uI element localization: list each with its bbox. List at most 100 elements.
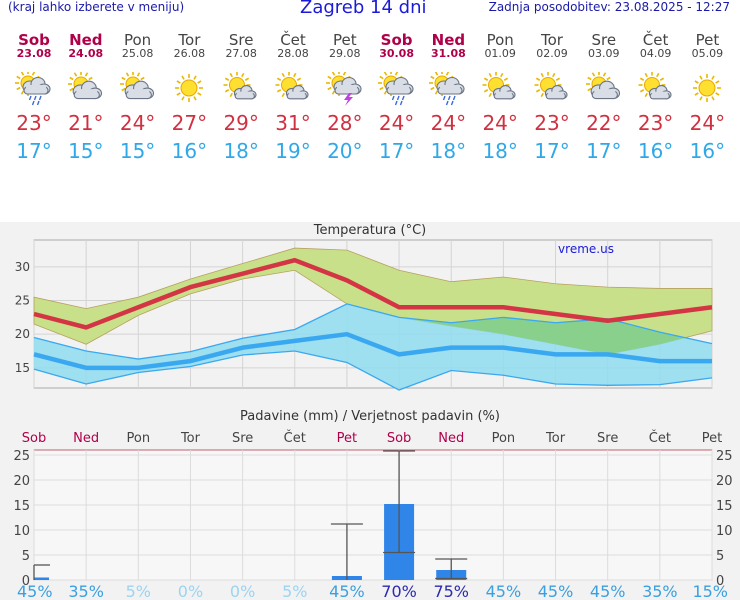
day-column: Tor 26.08 27° 16° bbox=[163, 32, 215, 162]
day-date: 02.09 bbox=[536, 47, 568, 60]
day-name: Sob bbox=[18, 31, 50, 49]
min-temperature: 15° bbox=[68, 139, 104, 163]
day-name: Pet bbox=[695, 31, 720, 49]
day-date: 23.08 bbox=[16, 47, 52, 60]
max-temperature: 23° bbox=[16, 111, 52, 135]
precipitation-probability-label: 70% bbox=[381, 582, 417, 600]
min-temperature: 20° bbox=[327, 139, 363, 163]
sun-cloud-rain-icon bbox=[429, 72, 465, 106]
precipitation-y-tick-right: 20 bbox=[716, 474, 733, 489]
day-name: Pet bbox=[332, 31, 357, 49]
temperature-y-tick: 25 bbox=[15, 294, 30, 308]
min-temperature: 16° bbox=[171, 139, 208, 163]
precipitation-day-label: Ned bbox=[438, 431, 464, 446]
min-temperature: 17° bbox=[534, 139, 570, 163]
day-column: Sre 03.09 22° 17° bbox=[578, 32, 630, 162]
max-temperature: 28° bbox=[327, 111, 363, 135]
last-updated: Zadnja posodobitev: 23.08.2025 - 12:27 bbox=[488, 0, 730, 14]
day-name: Sob bbox=[380, 31, 413, 49]
sun-icon bbox=[175, 74, 204, 102]
sun-cloud-icon bbox=[585, 72, 620, 100]
precipitation-day-label: Pon bbox=[127, 431, 151, 446]
day-name: Tor bbox=[541, 31, 563, 49]
day-name: Ned bbox=[431, 31, 466, 49]
precipitation-day-label: Sre bbox=[597, 431, 618, 446]
precipitation-day-label: Pet bbox=[337, 431, 357, 446]
sun-cloud-rain-icon bbox=[15, 72, 51, 106]
header-location-note: (kraj lahko izberete v meniju) bbox=[8, 0, 185, 14]
precipitation-probability-label: 45% bbox=[329, 582, 365, 600]
precipitation-probability-label: 0% bbox=[230, 582, 255, 600]
precipitation-y-tick-right: 15 bbox=[716, 499, 733, 514]
sun-small-cloud-icon bbox=[223, 72, 257, 100]
max-temperature: 21° bbox=[68, 111, 104, 135]
precipitation-day-label: Tor bbox=[180, 431, 201, 446]
precipitation-probability-label: 45% bbox=[486, 582, 522, 600]
min-temperature: 17° bbox=[378, 139, 415, 163]
precipitation-day-label: Sre bbox=[232, 431, 253, 446]
day-date: 30.08 bbox=[379, 47, 414, 60]
precipitation-probability-label: 5% bbox=[126, 582, 151, 600]
day-date: 31.08 bbox=[430, 47, 466, 60]
sun-small-cloud-icon bbox=[534, 72, 568, 100]
sun-cloud-storm-icon bbox=[325, 72, 362, 106]
precipitation-y-tick-left: 10 bbox=[13, 524, 30, 539]
precipitation-y-tick-right: 10 bbox=[716, 524, 733, 539]
day-column: Pet 05.09 24° 16° bbox=[681, 32, 733, 162]
precipitation-day-label: Čet bbox=[649, 430, 671, 446]
day-date: 05.09 bbox=[691, 47, 724, 60]
day-date: 04.09 bbox=[639, 47, 672, 60]
sun-icon bbox=[693, 74, 722, 102]
day-name: Pon bbox=[486, 31, 514, 49]
day-name: Sre bbox=[228, 31, 254, 49]
day-column: Tor 02.09 23° 17° bbox=[526, 32, 578, 162]
precipitation-y-tick-left: 25 bbox=[13, 449, 30, 464]
min-temperature: 17° bbox=[586, 139, 622, 163]
precipitation-day-label: Ned bbox=[73, 431, 99, 446]
max-temperature: 27° bbox=[171, 111, 208, 135]
day-column: Čet 28.08 31° 19° bbox=[267, 32, 319, 162]
day-date: 25.08 bbox=[121, 47, 154, 60]
precipitation-y-tick-left: 5 bbox=[22, 549, 30, 564]
min-temperature: 19° bbox=[275, 139, 311, 163]
max-temperature: 23° bbox=[637, 111, 674, 135]
min-temperature: 16° bbox=[637, 139, 674, 163]
precipitation-plot-area bbox=[33, 449, 713, 581]
day-name: Čet bbox=[280, 31, 306, 49]
precipitation-day-label: Sob bbox=[22, 431, 46, 446]
temperature-chart-title: Temperatura (°C) bbox=[313, 223, 426, 238]
min-lower-edge bbox=[33, 350, 713, 391]
day-date: 29.08 bbox=[329, 47, 361, 60]
sun-cloud-icon bbox=[67, 72, 102, 100]
precipitation-y-tick-left: 0 bbox=[22, 574, 30, 589]
day-date: 28.08 bbox=[277, 47, 309, 60]
precipitation-day-label: Sob bbox=[387, 431, 411, 446]
max-temperature: 24° bbox=[689, 111, 726, 135]
precipitation-day-label: Pon bbox=[492, 431, 516, 446]
precipitation-probability-label: 45% bbox=[538, 582, 574, 600]
min-temperature: 17° bbox=[16, 139, 52, 163]
day-column: Pon 25.08 24° 15° bbox=[112, 32, 164, 162]
min-temperature: 16° bbox=[689, 139, 726, 163]
max-temperature: 24° bbox=[482, 111, 518, 135]
day-date: 27.08 bbox=[225, 47, 257, 60]
sun-small-cloud-icon bbox=[482, 72, 516, 100]
precipitation-day-label: Pet bbox=[702, 431, 722, 446]
sun-cloud-icon bbox=[119, 72, 154, 100]
sun-small-cloud-icon bbox=[275, 72, 309, 100]
day-column: Sob 23.08 23° 17° bbox=[8, 32, 60, 162]
precipitation-probability-label: 75% bbox=[433, 582, 469, 600]
precipitation-y-tick-right: 5 bbox=[716, 549, 724, 564]
precipitation-probability-label: 45% bbox=[590, 582, 626, 600]
precipitation-day-label: Tor bbox=[545, 431, 566, 446]
day-column: Čet 04.09 23° 16° bbox=[630, 32, 682, 162]
day-column: Sob 30.08 24° 17° bbox=[371, 32, 423, 162]
day-name: Tor bbox=[178, 31, 201, 49]
sun-small-cloud-icon bbox=[638, 72, 672, 100]
min-temperature: 18° bbox=[430, 139, 467, 163]
max-temperature: 31° bbox=[275, 111, 311, 135]
day-column: Pon 01.09 24° 18° bbox=[474, 32, 526, 162]
day-name: Ned bbox=[69, 31, 103, 49]
day-date: 01.09 bbox=[484, 47, 516, 60]
day-name: Sre bbox=[591, 31, 617, 49]
